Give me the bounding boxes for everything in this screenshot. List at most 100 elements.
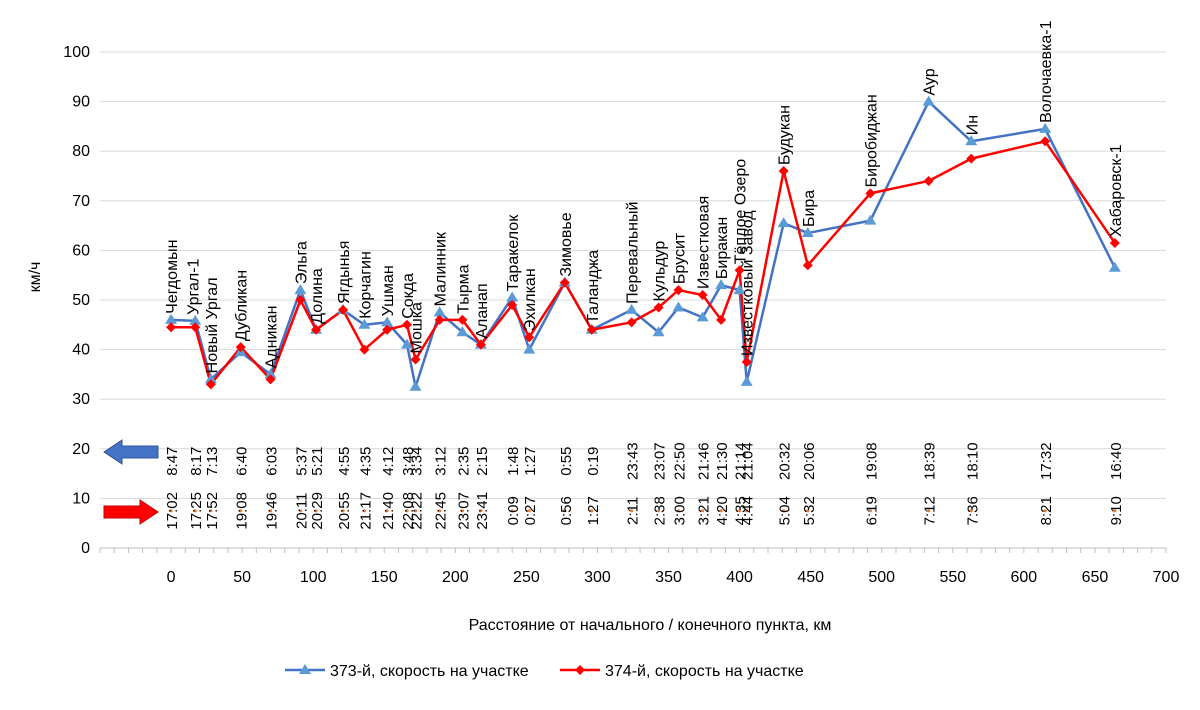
time-373: 21:46: [696, 442, 713, 480]
time-marker-dot: [738, 509, 742, 513]
series-374-point: [410, 354, 421, 365]
series-374-point: [295, 295, 306, 305]
station-label: Зимовье: [558, 212, 575, 276]
time-373: 8:17: [188, 447, 205, 476]
time-374: 0:27: [522, 496, 539, 525]
time-374: 4:35: [733, 496, 750, 525]
series-374-point: [205, 379, 216, 390]
series-374-point: [235, 342, 246, 353]
series-373-point: [864, 214, 877, 225]
station-label: Мошка: [409, 302, 426, 354]
time-marker-dot: [362, 509, 366, 513]
series-374-point: [190, 322, 201, 333]
time-marker-dot: [169, 509, 173, 513]
series-373-point: [204, 373, 217, 384]
x-axis-title: Расстояние от начального / конечного пун…: [469, 617, 832, 634]
x-tick-label: 300: [584, 569, 611, 586]
time-marker-dot: [782, 509, 786, 513]
station-label: Малинник: [433, 231, 450, 306]
series-374-point: [653, 302, 664, 313]
axes: 0 10 20 30 40 50 60 70 80 90 100 0 50 100 150 200 250 300…: [63, 44, 1179, 586]
time-marker-dot: [563, 509, 567, 513]
series-374-point: [265, 374, 276, 385]
x-tick-label: 0: [167, 569, 176, 586]
x-tick-label: 550: [939, 569, 966, 586]
station-label: Таракелок: [505, 214, 522, 292]
time-374: 22:22: [409, 492, 426, 530]
series-374-point: [966, 153, 977, 164]
series-373-point: [433, 306, 446, 317]
series-373-point: [189, 314, 202, 325]
series-373-point: [740, 375, 753, 386]
time-marker-dot: [719, 509, 723, 513]
time-374: 20:29: [309, 492, 326, 530]
time-373: 3:12: [433, 447, 450, 476]
time-374: 4:44: [740, 496, 757, 525]
series-374-point: [734, 265, 745, 276]
time-373: 2:15: [474, 447, 491, 476]
x-tick-label: 500: [868, 569, 895, 586]
time-374: 6:19: [863, 496, 880, 525]
y-tick-label: 40: [72, 342, 90, 359]
station-label: Эхилкан: [522, 268, 539, 331]
station-label: Перевальный: [625, 202, 642, 304]
time-marker-dot: [193, 509, 197, 513]
time-374: 17:02: [164, 492, 181, 530]
series-374-point: [923, 175, 934, 186]
legend-item-374: 374-й, скорость на участке: [560, 663, 804, 680]
station-label: Кульдур: [652, 241, 669, 302]
time-374: 2:11: [625, 497, 642, 525]
time-373: 3:34: [409, 447, 426, 476]
series-373-point: [777, 217, 790, 228]
time-373: 6:03: [264, 447, 281, 476]
time-373: 6:40: [234, 447, 251, 476]
station-label: Новый Ургал: [204, 277, 221, 373]
time-373: 4:12: [380, 447, 397, 476]
station-label: Корчагин: [357, 251, 374, 319]
series-373-point: [965, 135, 978, 146]
time-374: 20:11: [293, 493, 310, 529]
series-374-point: [586, 324, 597, 335]
series-374-line: [171, 140, 1116, 386]
series-374-point: [475, 339, 486, 350]
station-label: Тырма: [455, 264, 472, 313]
time-373: 18:39: [922, 442, 939, 480]
time-373: 5:21: [309, 447, 326, 476]
time-374: 0:09: [505, 496, 522, 525]
station-label: Хабаровск-1: [1108, 144, 1125, 237]
x-tick-label: 450: [797, 569, 824, 586]
time-374: 7:36: [964, 496, 981, 525]
y-tick-label: 70: [72, 193, 90, 210]
y-tick-label: 20: [72, 441, 90, 458]
series-373-point: [381, 316, 394, 327]
legend-label-374: 374-й, скорость на участке: [605, 663, 804, 680]
station-label: Долина: [309, 268, 326, 324]
time-marker-dot: [927, 509, 931, 513]
series-374-point: [359, 344, 370, 355]
series-374-point: [697, 290, 708, 301]
series-373-point: [696, 311, 709, 322]
y-tick-label: 0: [81, 540, 90, 557]
series-374-point: [166, 322, 177, 333]
time-373: 0:19: [585, 447, 602, 476]
time-373: 3:48: [400, 447, 417, 476]
station-label: Аланап: [474, 283, 491, 338]
series-373-point: [715, 279, 728, 290]
series-373-point: [733, 284, 746, 295]
time-373: 8:47: [164, 447, 181, 476]
time-marker-dot: [701, 509, 705, 513]
diamond-marker-icon: [575, 665, 585, 675]
series-374-point: [673, 285, 684, 296]
time-373: 21:30: [714, 442, 731, 480]
time-373: 20:06: [801, 442, 818, 480]
time-marker-dot: [527, 509, 531, 513]
time-marker-dot: [1043, 509, 1047, 513]
time-marker-dot: [1113, 509, 1117, 513]
station-label: Чегдомын: [164, 240, 181, 314]
station-label: Аур: [922, 68, 939, 95]
series: [165, 95, 1121, 391]
series-374-point: [802, 260, 813, 271]
grid: [100, 51, 1166, 499]
legend-label-373: 373-й, скорость на участке: [330, 663, 529, 680]
time-374: 23:07: [455, 492, 472, 530]
